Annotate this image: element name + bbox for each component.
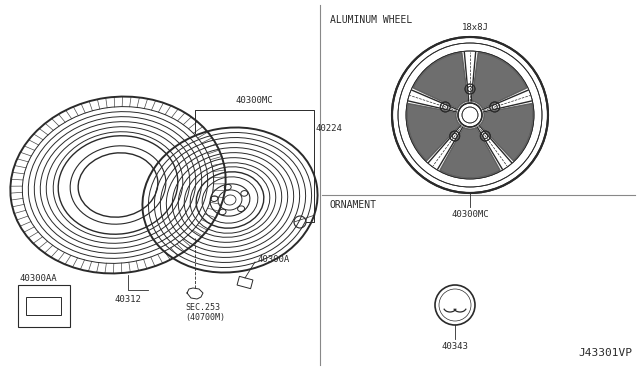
Text: 40343: 40343 — [442, 342, 468, 351]
Polygon shape — [429, 125, 461, 164]
Text: 40300AA: 40300AA — [19, 274, 56, 283]
Text: 40300MC: 40300MC — [236, 96, 273, 105]
Polygon shape — [483, 99, 531, 112]
Polygon shape — [470, 52, 476, 101]
Polygon shape — [436, 127, 463, 169]
Text: 40224: 40224 — [316, 124, 343, 132]
Text: 40300MC: 40300MC — [451, 210, 489, 219]
Polygon shape — [472, 52, 527, 109]
Polygon shape — [440, 127, 500, 178]
Polygon shape — [408, 99, 456, 112]
Text: 18x8J: 18x8J — [461, 23, 488, 32]
Text: ORNAMENT: ORNAMENT — [330, 200, 377, 210]
Text: 40312: 40312 — [115, 295, 141, 304]
Bar — [237, 276, 253, 289]
Bar — [18, 285, 70, 327]
Polygon shape — [411, 90, 457, 110]
Text: J43301VP: J43301VP — [578, 348, 632, 358]
Polygon shape — [479, 125, 511, 164]
Bar — [26, 297, 61, 315]
Text: ALUMINUM WHEEL: ALUMINUM WHEEL — [330, 15, 412, 25]
Text: SEC.253
(40700M): SEC.253 (40700M) — [185, 303, 225, 323]
Polygon shape — [479, 103, 533, 161]
Polygon shape — [477, 127, 504, 169]
Polygon shape — [465, 52, 469, 101]
Text: 40300A: 40300A — [257, 256, 289, 264]
Polygon shape — [407, 103, 460, 161]
Polygon shape — [483, 90, 529, 110]
Polygon shape — [413, 52, 468, 109]
